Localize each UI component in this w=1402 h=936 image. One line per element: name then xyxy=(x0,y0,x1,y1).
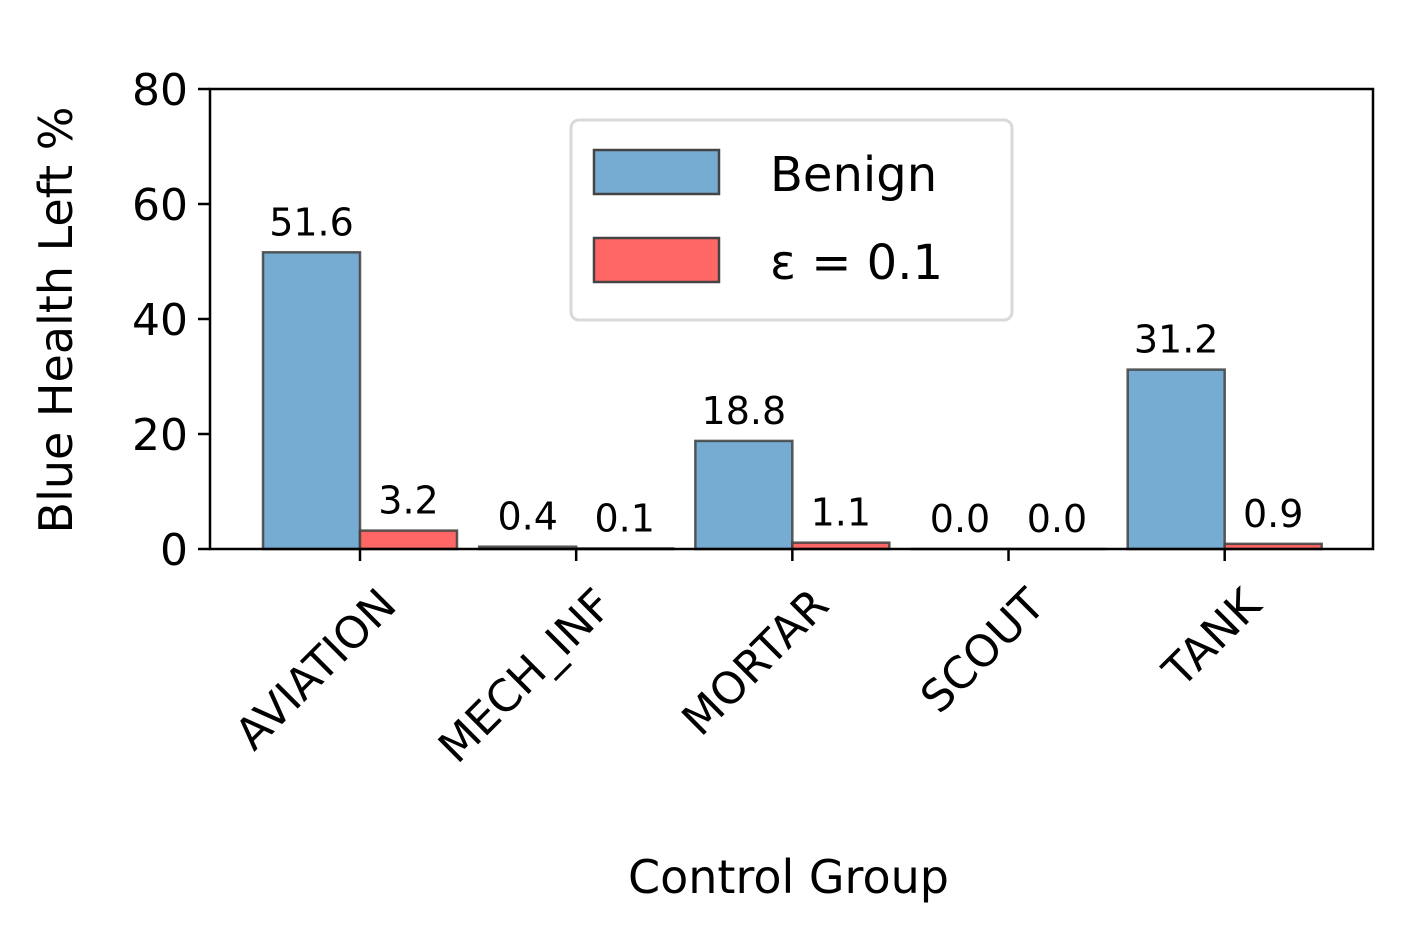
legend: Benign ε = 0.1 xyxy=(569,118,1014,322)
y-tick-label: 0 xyxy=(160,525,188,576)
legend-swatch-epsilon xyxy=(592,236,721,284)
bar-tank-benign xyxy=(1126,368,1226,551)
bar-value-label: 1.1 xyxy=(811,491,871,535)
x-tick-label-aviation: AVIATION xyxy=(226,579,407,760)
y-tick-label: 60 xyxy=(132,180,188,231)
legend-label-benign: Benign xyxy=(770,147,937,203)
y-tick-label: 80 xyxy=(132,65,188,116)
bar-aviation-benign xyxy=(261,251,362,551)
bar-labels-layer: 51.6 0.4 18.8 0.0 31.2 3.2 0.1 1.1 0.0 0.9 xyxy=(269,200,1303,541)
bar-value-label: 0.1 xyxy=(594,496,654,540)
bar-value-label: 51.6 xyxy=(269,200,354,244)
x-tick-label-scout: SCOUT xyxy=(911,579,1055,723)
bar-value-label: 18.8 xyxy=(702,389,787,433)
y-axis-label: Blue Health Left % xyxy=(29,107,83,534)
bar-value-label: 0.4 xyxy=(497,495,557,539)
x-axis-ticks: AVIATION MECH_INF MORTAR SCOUT TANK xyxy=(226,549,1272,773)
bar-value-label: 31.2 xyxy=(1134,318,1219,362)
x-axis-label: Control Group xyxy=(628,850,949,904)
bar-value-label: 3.2 xyxy=(378,479,438,523)
legend-label-epsilon: ε = 0.1 xyxy=(770,235,943,291)
y-axis-ticks: 0 20 40 60 80 xyxy=(132,65,210,576)
bar-value-label: 0.0 xyxy=(930,497,990,541)
y-tick-label: 40 xyxy=(132,295,188,346)
legend-swatch-benign xyxy=(592,148,721,196)
bar-value-label: 0.0 xyxy=(1027,497,1087,541)
y-tick-label: 20 xyxy=(132,410,188,461)
bar-mortar-benign xyxy=(694,439,794,551)
x-tick-label-tank: TANK xyxy=(1153,579,1272,698)
bar-aviation-epsilon xyxy=(358,529,459,551)
x-tick-label-mech-inf: MECH_INF xyxy=(429,579,623,773)
bars-layer xyxy=(261,251,1323,551)
bar-value-label: 0.9 xyxy=(1243,492,1303,536)
x-tick-label-mortar: MORTAR xyxy=(673,579,839,745)
